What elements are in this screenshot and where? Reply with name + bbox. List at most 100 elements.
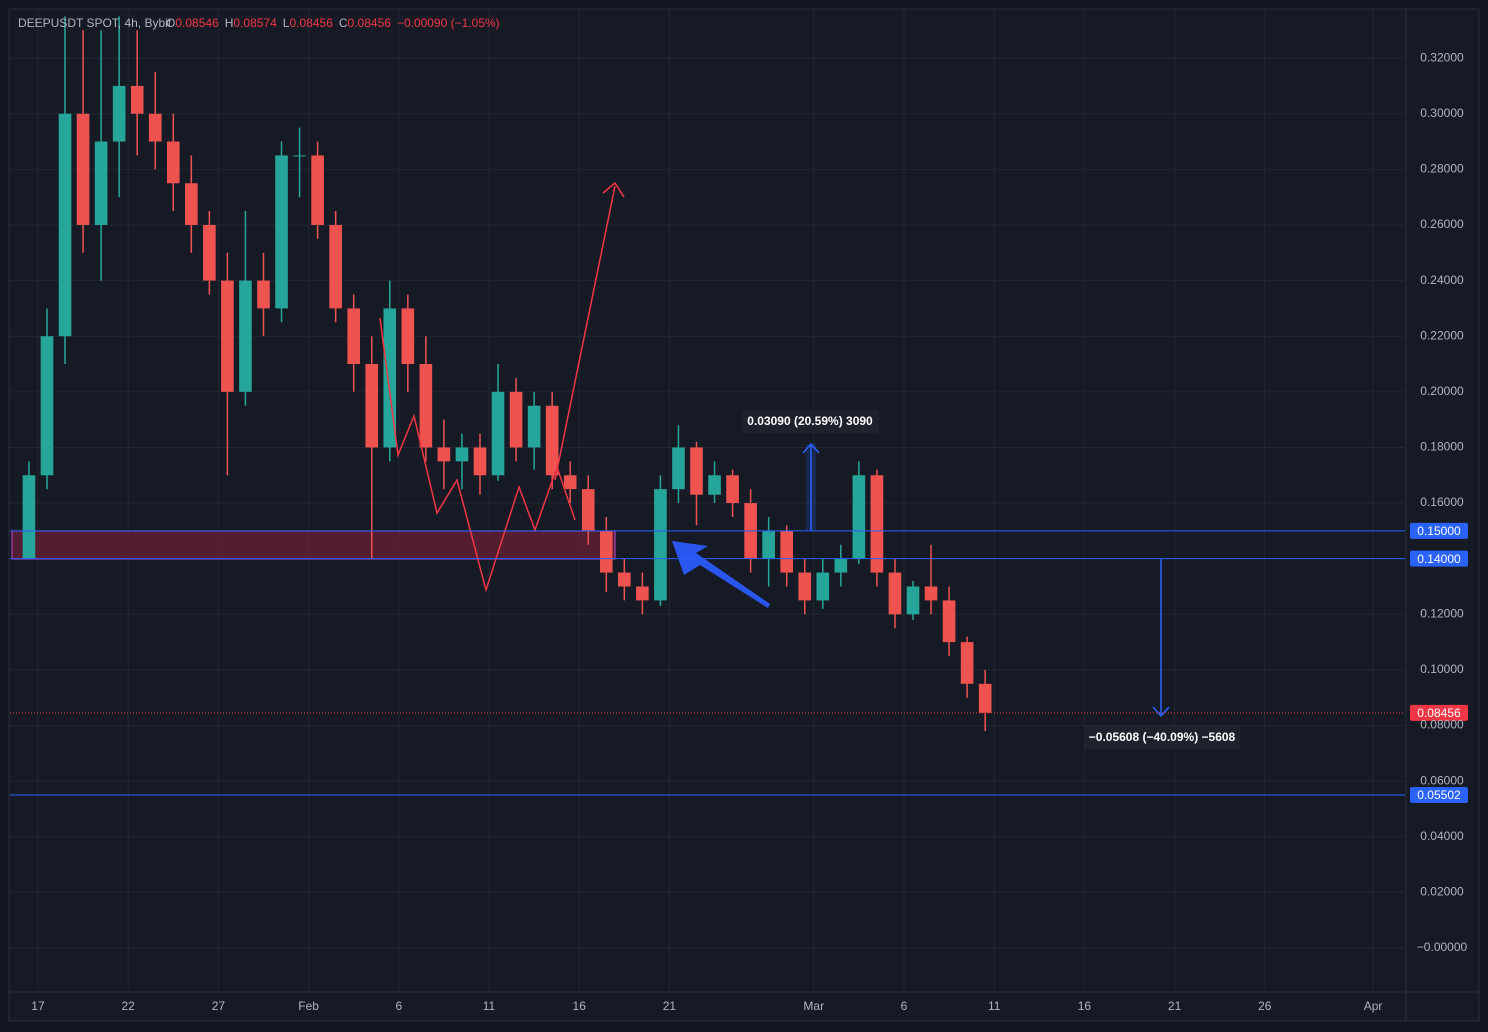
price-level-label: 0.05502 <box>1417 788 1461 802</box>
chart-panel <box>8 8 1480 1022</box>
candle-body <box>834 558 848 573</box>
candle-body <box>527 405 541 448</box>
y-tick-label: 0.26000 <box>1420 217 1464 231</box>
x-tick-label: 17 <box>31 999 45 1013</box>
y-tick-label: 0.16000 <box>1420 495 1464 509</box>
x-tick-label: 21 <box>1168 999 1182 1013</box>
candle-body <box>762 530 775 559</box>
ohlc-legend: O0.08546 H0.08574 L0.08456 C0.08456 −0.00090… <box>166 16 500 30</box>
candle-body <box>509 391 523 448</box>
candle-body <box>942 600 956 643</box>
y-tick-label: 0.06000 <box>1420 773 1464 787</box>
x-tick-label: 6 <box>901 999 908 1013</box>
zigzag-line <box>379 317 576 593</box>
measure-label: −0.05608 (−40.09%) −5608 <box>1089 730 1236 744</box>
measure-label: 0.03090 (20.59%) 3090 <box>747 414 873 428</box>
drawings <box>11 530 616 560</box>
candle-body <box>148 113 162 142</box>
candle-body <box>780 530 794 573</box>
x-tick-label: 6 <box>395 999 402 1013</box>
candle-body <box>76 113 90 225</box>
price-level-label: 0.08456 <box>1417 706 1461 720</box>
candle-body <box>906 586 920 615</box>
candle-body <box>852 475 866 559</box>
y-tick-label: 0.10000 <box>1420 662 1464 676</box>
y-tick-label: 0.08000 <box>1420 718 1464 732</box>
y-tick-label: 0.20000 <box>1420 384 1464 398</box>
projection-line <box>554 185 616 481</box>
candle-body <box>112 85 126 142</box>
projection-arrowhead <box>602 181 625 198</box>
candle-body <box>221 280 234 392</box>
candle-body <box>798 572 812 601</box>
candle-body <box>672 447 685 490</box>
ohlc-key: C <box>339 16 348 30</box>
zone-rectangle <box>11 530 616 560</box>
candle-body <box>636 586 649 601</box>
x-tick-label: 22 <box>121 999 135 1013</box>
candle-body <box>708 475 721 495</box>
pointer-arrow <box>672 541 770 608</box>
candle-body <box>22 475 36 559</box>
ohlc-value: 0.08456 <box>348 16 392 30</box>
y-tick-label: 0.18000 <box>1420 440 1464 454</box>
x-tick-label: 21 <box>663 999 677 1013</box>
x-tick-label: 16 <box>1078 999 1092 1013</box>
price-level-tag <box>1410 704 1468 721</box>
ohlc-values: O0.08546 H0.08574 L0.08456 C0.08456 −0.00090… <box>166 16 500 30</box>
ohlc-key: H <box>225 16 234 30</box>
candle-body <box>347 308 361 365</box>
candle-body <box>40 336 54 476</box>
candle-body <box>690 447 703 495</box>
candle-body <box>491 391 505 476</box>
y-tick-label: 0.24000 <box>1420 273 1464 287</box>
measure-arrowhead <box>1152 706 1170 718</box>
candle-body <box>293 155 306 157</box>
x-tick-label: 11 <box>483 999 496 1013</box>
candle-body <box>726 475 739 504</box>
ohlc-key: L <box>283 16 290 30</box>
candle-body <box>185 183 198 225</box>
ohlc-value: 0.08546 <box>175 16 219 30</box>
candle-body <box>545 405 559 476</box>
x-tick-label: Feb <box>298 999 319 1013</box>
y-tick-label: 0.32000 <box>1420 50 1464 64</box>
x-tick-label: Apr <box>1364 999 1383 1013</box>
candle-body <box>816 572 830 601</box>
y-tick-label: 0.28000 <box>1420 162 1464 176</box>
candle-body <box>870 475 884 573</box>
candle-body <box>455 447 469 462</box>
measure-label-box <box>1084 726 1240 749</box>
candle-body <box>419 364 433 448</box>
price-level-tag <box>1410 787 1468 804</box>
candle-body <box>401 308 415 365</box>
candle-body <box>581 489 595 531</box>
x-tick-label: Mar <box>803 999 824 1013</box>
candles <box>22 16 992 732</box>
grid <box>10 10 1405 990</box>
candle-body <box>888 572 902 615</box>
candle-body <box>563 475 577 490</box>
candle-body <box>473 447 487 476</box>
measure-arrowhead <box>802 442 820 454</box>
candle-body <box>130 85 144 114</box>
price-level-label: 0.15000 <box>1417 524 1461 538</box>
candle-body <box>166 141 180 184</box>
candle-body <box>960 642 974 684</box>
x-tick-label: 26 <box>1258 999 1272 1013</box>
candle-body <box>437 447 451 462</box>
ohlc-change: −0.00090 (−1.05%) <box>397 16 500 30</box>
y-tick-label: 0.12000 <box>1420 606 1464 620</box>
y-tick-label: 0.04000 <box>1420 829 1464 843</box>
price-level-tag <box>1410 550 1468 567</box>
candle-body <box>978 683 992 713</box>
x-tick-label: 27 <box>212 999 226 1013</box>
ohlc-value: 0.08456 <box>289 16 333 30</box>
candle-body <box>924 586 938 601</box>
drawings-front: 0.03090 (20.59%) 3090 −0.05608 (−40.09%)… <box>379 181 1240 749</box>
levels: 0.15000 0.14000 0.08456 0.05502 <box>10 522 1468 804</box>
candle-body <box>58 113 72 337</box>
y-tick-label: 0.30000 <box>1420 106 1464 120</box>
y-tick-label: 0.22000 <box>1420 328 1464 342</box>
